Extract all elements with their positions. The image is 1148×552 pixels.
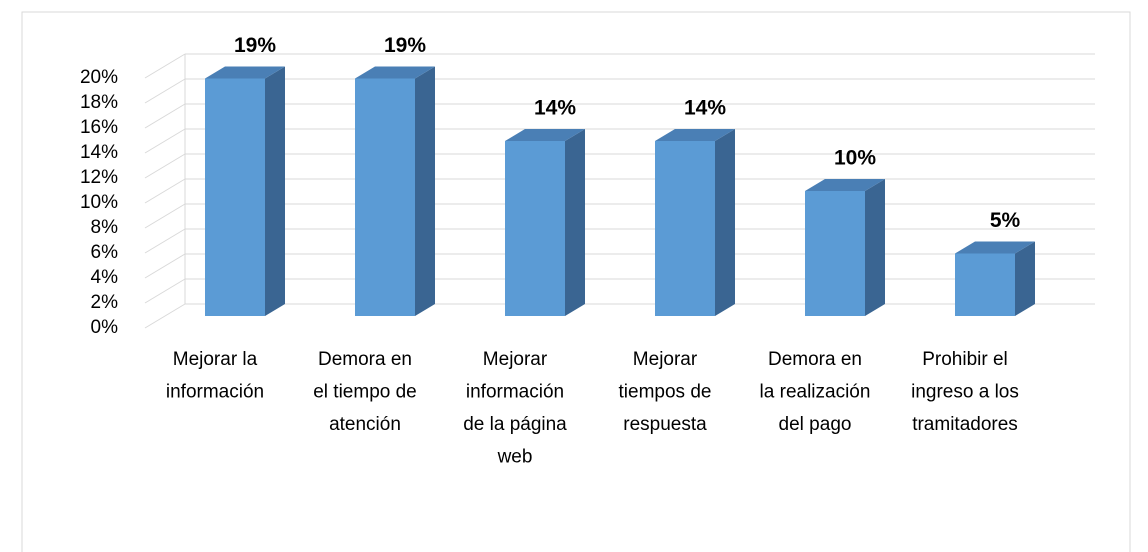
bar-top [805,179,885,191]
value-label: 10% [834,147,876,170]
grid-side [144,128,186,154]
bar [355,78,415,316]
grid-side [144,278,186,304]
x-tick-label: Demora en la realización del pago [760,349,871,435]
value-label: 19% [384,34,426,57]
grid-side [144,203,186,229]
value-label: 19% [234,34,276,57]
bar [805,191,865,316]
grid-side [144,178,186,204]
bar-top [655,129,735,141]
y-tick-label: 12% [80,167,118,188]
y-tick-label: 0% [91,317,119,338]
bar-top [355,66,435,79]
x-tick-label: Mejorar información de la página web [463,349,567,468]
x-tick-label: Mejorar la información [166,349,264,403]
bar-side [715,129,735,316]
bar-side [1015,241,1035,316]
y-tick-label: 14% [80,142,118,163]
bar-top [955,241,1035,254]
grid-side [144,303,186,329]
grid-side [144,103,186,129]
bar-top [205,66,285,79]
value-label: 14% [534,97,576,120]
bar-top [505,129,585,141]
value-label: 14% [684,97,726,120]
grid-side [144,78,186,104]
bar-side [265,66,285,316]
bar [505,141,565,316]
y-tick-label: 16% [80,117,118,138]
x-tick-label: Mejorar tiempos de respuesta [619,349,712,435]
y-tick-label: 8% [91,217,119,238]
bar-side [865,179,885,316]
x-tick-label: Prohibir el ingreso a los tramitadores [911,349,1019,435]
y-tick-label: 18% [80,92,118,113]
grid-side [144,228,186,254]
grid-side [144,253,186,279]
y-tick-label: 10% [80,192,118,213]
x-tick-label: Demora en el tiempo de atención [313,349,417,435]
bar [655,141,715,316]
bar-side [415,66,435,316]
grid-side [144,153,186,179]
y-tick-label: 6% [91,242,119,263]
bar [955,253,1015,316]
bar-side [565,129,585,316]
y-tick-label: 20% [80,67,118,88]
value-label: 5% [990,209,1021,232]
bar [205,78,265,316]
y-tick-label: 4% [91,267,119,288]
y-tick-label: 2% [91,292,119,313]
grid-side [144,53,186,79]
